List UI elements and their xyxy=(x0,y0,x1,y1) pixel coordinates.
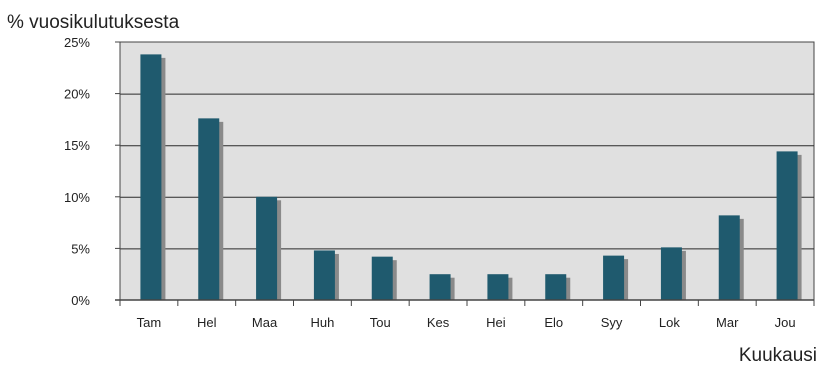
bar-tou xyxy=(371,256,393,300)
bars xyxy=(140,54,802,300)
x-tick-label: Hei xyxy=(486,315,506,330)
y-tick-label: 0% xyxy=(71,293,90,308)
bar-syy xyxy=(603,255,625,300)
plot-area xyxy=(119,41,815,301)
bar-maa xyxy=(256,196,278,300)
x-tick-label: Huh xyxy=(310,315,334,330)
x-axis-label: Kuukausi xyxy=(739,345,817,365)
x-tick-label: Jou xyxy=(775,315,796,330)
y-tick-label: 10% xyxy=(64,190,90,205)
bar-lok xyxy=(660,247,682,300)
bar-kes xyxy=(429,274,451,300)
x-tick-label: Kes xyxy=(427,315,450,330)
bar-hei xyxy=(487,274,509,300)
x-tick-label: Hel xyxy=(197,315,217,330)
plot-background xyxy=(119,41,815,301)
bar-elo xyxy=(545,274,567,300)
x-tick-label: Tam xyxy=(137,315,162,330)
y-axis-ticks: 0% 5% 10% 15% 20% 25% xyxy=(64,35,120,308)
x-tick-label: Tou xyxy=(370,315,391,330)
x-tick-label: Mar xyxy=(716,315,739,330)
bar-hel xyxy=(198,118,220,300)
y-axis-label: % vuosikulutuksesta xyxy=(7,12,180,33)
x-tick-label: Lok xyxy=(659,315,680,330)
y-tick-label: 5% xyxy=(71,241,90,256)
bar-huh xyxy=(313,250,335,300)
y-tick-label: 15% xyxy=(64,138,90,153)
bar-mar xyxy=(718,215,740,300)
x-tick-label: Elo xyxy=(544,315,563,330)
x-axis-ticks: Tam Hel Maa Huh Tou Kes Hei Elo Syy Lok Mar Jou xyxy=(115,299,815,330)
x-tick-label: Syy xyxy=(601,315,623,330)
bar-jou xyxy=(776,151,798,300)
y-tick-label: 20% xyxy=(64,87,90,102)
x-tick-label: Maa xyxy=(252,315,278,330)
bar-tam xyxy=(140,54,162,300)
y-tick-label: 25% xyxy=(64,35,90,50)
